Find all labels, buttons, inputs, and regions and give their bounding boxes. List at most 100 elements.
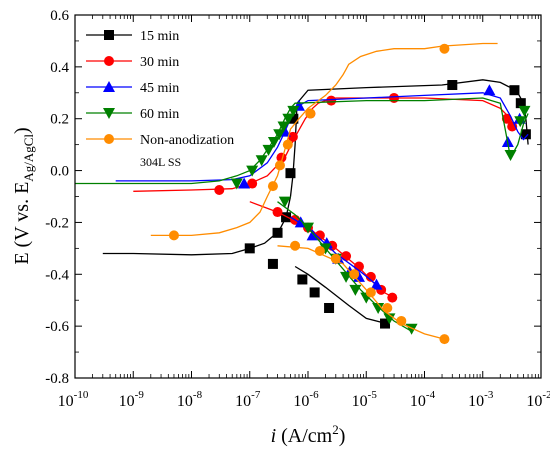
data-point	[297, 274, 308, 285]
data-point	[504, 150, 517, 162]
data-point	[272, 227, 283, 238]
data-point	[277, 121, 290, 133]
data-point	[326, 95, 337, 106]
ticks: 10-10 10-9 10-8 10-7 10-6 10-5 10-4 10-3 10-2 0.6…	[45, 8, 550, 410]
data-point	[396, 315, 407, 326]
x-tick-label: 10-3	[468, 389, 494, 410]
x-tick-label: 10-8	[177, 389, 203, 410]
data-point	[282, 113, 295, 125]
data-point	[262, 144, 275, 156]
x-tick-label: 10-2	[526, 389, 550, 410]
data-point	[288, 113, 299, 124]
series-line	[277, 245, 445, 340]
legend-marker	[104, 30, 114, 40]
series-8	[150, 42, 498, 241]
y-tick-label: 0.2	[50, 112, 69, 128]
x-tick-label: 10-7	[235, 389, 261, 410]
legend-label: 45 min	[140, 81, 179, 96]
data-point	[514, 116, 527, 128]
y-tick-label: 0.6	[50, 8, 69, 24]
data-point	[370, 278, 383, 290]
data-point	[267, 258, 278, 269]
y-axis-label-main: E (V vs. E	[11, 182, 33, 265]
data-point	[447, 80, 458, 91]
data-point	[380, 318, 391, 329]
data-point	[230, 178, 243, 190]
legend-label: 60 min	[140, 107, 179, 122]
y-tick-label: 0.0	[50, 164, 69, 180]
y-tick-label: -0.4	[45, 267, 69, 283]
y-tick-label: -0.8	[45, 371, 69, 387]
x-tick-label: 10-10	[58, 389, 89, 410]
series-line	[150, 42, 498, 237]
series-layer	[75, 42, 531, 345]
data-point	[515, 98, 526, 109]
data-point	[281, 212, 292, 223]
legend-marker	[104, 134, 114, 144]
data-point	[272, 207, 283, 218]
legend-marker	[103, 81, 115, 92]
x-axis-label: i (A/cm2)	[271, 422, 346, 447]
y-axis-label-sub: Ag/AgCl	[21, 134, 36, 182]
data-point	[273, 129, 286, 141]
data-point	[387, 292, 398, 303]
data-point	[290, 240, 301, 251]
data-point	[274, 160, 285, 171]
data-point	[302, 222, 314, 234]
x-tick-label: 10-5	[352, 389, 378, 410]
legend-marker	[104, 56, 114, 66]
series-7	[277, 196, 418, 335]
data-point	[389, 92, 400, 103]
data-point	[314, 245, 325, 256]
y-tick-label: 0.4	[50, 60, 69, 76]
data-point	[287, 105, 300, 117]
series-1	[267, 258, 391, 329]
series-0	[102, 79, 531, 256]
series-line	[294, 265, 387, 325]
data-point	[244, 243, 255, 254]
data-point	[372, 302, 385, 314]
data-point	[214, 185, 225, 196]
data-point	[330, 253, 341, 264]
data-point	[501, 113, 512, 124]
x-tick-label: 10-4	[410, 389, 436, 410]
data-point	[247, 178, 258, 189]
data-point	[341, 251, 352, 262]
data-point	[365, 287, 376, 298]
x-tick-label: 10-6	[293, 389, 319, 410]
data-point	[349, 284, 362, 296]
data-point	[255, 155, 268, 167]
data-point	[267, 181, 278, 192]
data-point	[509, 85, 520, 96]
data-point	[285, 168, 296, 179]
data-point	[238, 177, 251, 189]
x-tick-label: 10-9	[119, 389, 145, 410]
legend: 15 min 30 min 45 min 60 min Non-anodization 3…	[86, 29, 234, 169]
data-point	[383, 313, 396, 325]
data-point	[282, 139, 293, 150]
data-point	[340, 271, 353, 283]
data-point	[365, 271, 376, 282]
y-axis-label-close: )	[11, 127, 33, 134]
data-point	[439, 334, 450, 345]
data-point	[324, 302, 335, 313]
y-axis-label: E (V vs. EAg/AgCl)	[11, 127, 36, 264]
data-point	[483, 84, 496, 96]
data-point	[305, 108, 316, 119]
data-point	[287, 131, 298, 142]
data-point	[267, 137, 280, 149]
legend-marker	[103, 108, 115, 119]
series-9	[277, 240, 450, 345]
data-point	[319, 243, 332, 255]
legend-label: Non-anodization	[140, 133, 234, 148]
data-point	[246, 165, 259, 177]
data-point	[439, 43, 450, 54]
data-point	[309, 287, 320, 298]
series-6	[75, 97, 531, 190]
y-tick-label: -0.2	[45, 215, 69, 231]
data-point	[349, 269, 360, 280]
legend-label: 30 min	[140, 55, 179, 70]
data-point	[278, 196, 291, 208]
data-point	[518, 105, 531, 117]
